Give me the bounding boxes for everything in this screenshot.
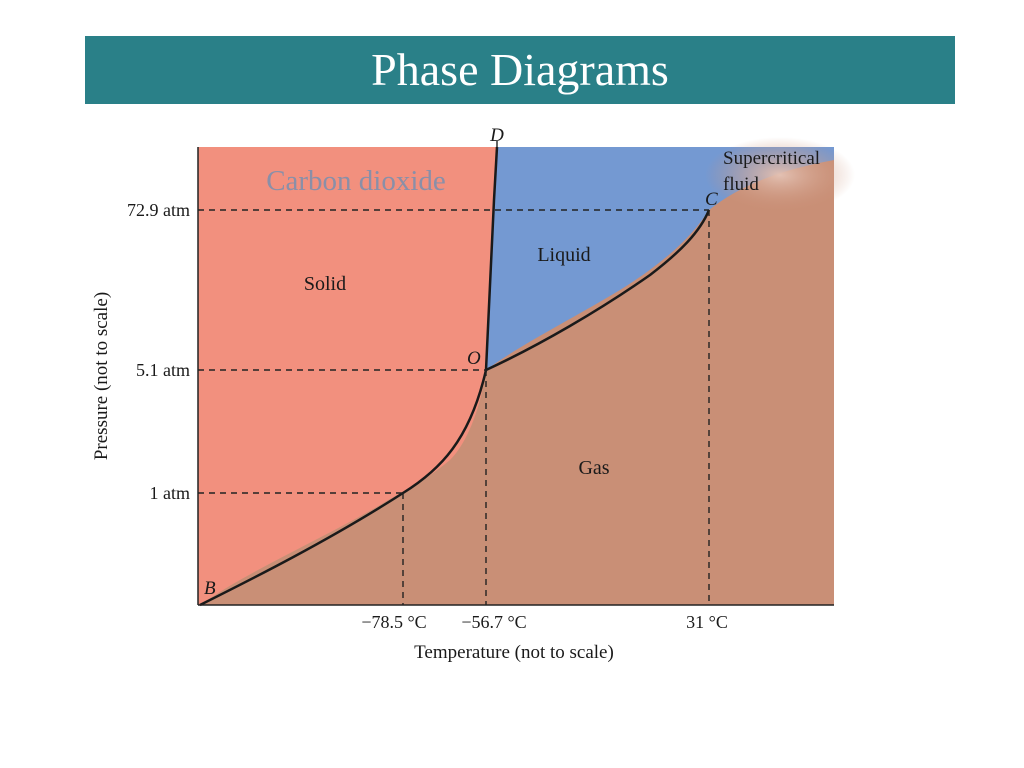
y-tick-1-atm: 1 atm xyxy=(150,483,191,503)
vaporization-curve xyxy=(485,209,711,372)
point-d-label: D xyxy=(489,125,504,146)
liquid-region xyxy=(486,147,834,370)
supercritical-glow xyxy=(705,137,855,213)
title-bar: Phase Diagrams xyxy=(85,36,955,104)
solid-region xyxy=(198,147,497,605)
x-tick-31: 31 °C xyxy=(686,612,728,632)
x-tick-minus-56-7: −56.7 °C xyxy=(461,612,526,632)
sublimation-curve xyxy=(199,369,488,607)
y-tick-72-9-atm: 72.9 atm xyxy=(127,200,190,220)
solid-label: Solid xyxy=(304,273,346,295)
liquid-label: Liquid xyxy=(537,244,590,266)
point-b-label: B xyxy=(204,578,216,599)
supercritical-label-line1: Supercritical xyxy=(723,148,820,169)
y-tick-5-1-atm: 5.1 atm xyxy=(136,360,190,380)
y-axis-label: Pressure (not to scale) xyxy=(91,292,112,460)
substance-label: Carbon dioxide xyxy=(266,165,446,197)
x-axis-label: Temperature (not to scale) xyxy=(414,642,614,663)
point-c-label: C xyxy=(705,189,718,210)
gas-label: Gas xyxy=(578,457,609,479)
slide-title: Phase Diagrams xyxy=(371,44,669,95)
point-o-label: O xyxy=(467,348,481,369)
supercritical-label-line2: fluid xyxy=(723,174,759,195)
x-tick-minus-78-5: −78.5 °C xyxy=(361,612,426,632)
melting-curve xyxy=(484,146,499,371)
